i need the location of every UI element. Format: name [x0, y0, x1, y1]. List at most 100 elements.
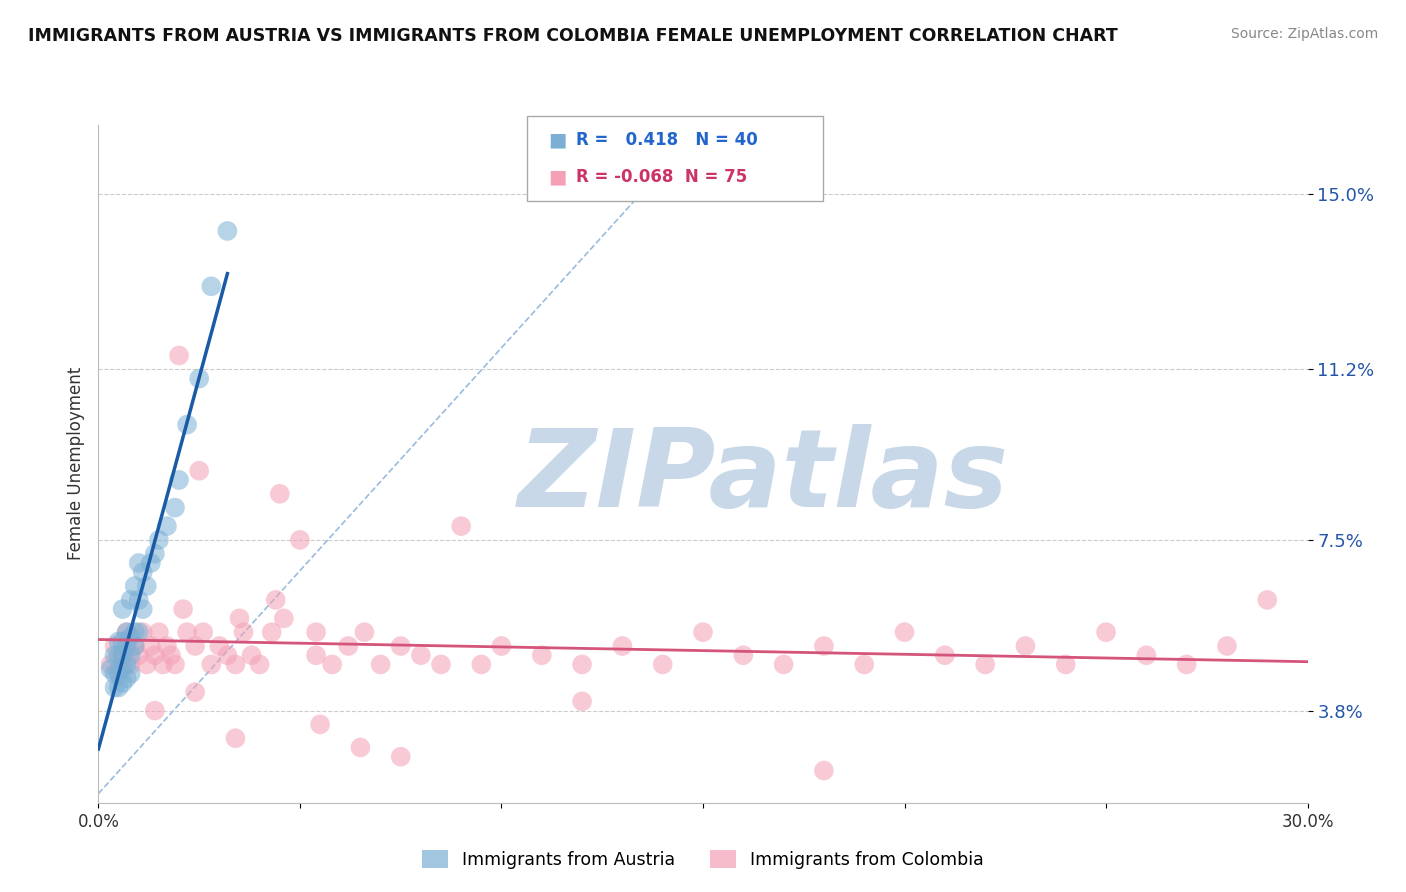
Point	[103, 639, 125, 653]
Point	[184, 639, 207, 653]
Point	[893, 625, 915, 640]
Point	[974, 657, 997, 672]
Point	[163, 500, 186, 515]
Point	[321, 657, 343, 672]
Point	[163, 657, 186, 672]
Point	[813, 639, 835, 653]
Point	[143, 648, 166, 663]
Point	[240, 648, 263, 663]
Point	[132, 602, 155, 616]
Point	[132, 625, 155, 640]
Point	[349, 740, 371, 755]
Point	[139, 556, 162, 570]
Point	[172, 602, 194, 616]
Point	[135, 579, 157, 593]
Point	[217, 648, 239, 663]
Point	[571, 694, 593, 708]
Point	[107, 662, 129, 676]
Point	[107, 681, 129, 695]
Point	[167, 473, 190, 487]
Point	[120, 657, 142, 672]
Point	[853, 657, 876, 672]
Point	[103, 681, 125, 695]
Point	[176, 417, 198, 432]
Text: IMMIGRANTS FROM AUSTRIA VS IMMIGRANTS FROM COLOMBIA FEMALE UNEMPLOYMENT CORRELAT: IMMIGRANTS FROM AUSTRIA VS IMMIGRANTS FR…	[28, 27, 1118, 45]
Legend: Immigrants from Austria, Immigrants from Colombia: Immigrants from Austria, Immigrants from…	[415, 843, 991, 875]
Point	[1095, 625, 1118, 640]
Point	[139, 639, 162, 653]
Point	[120, 666, 142, 681]
Point	[208, 639, 231, 653]
Point	[132, 565, 155, 579]
Point	[148, 625, 170, 640]
Point	[115, 657, 138, 672]
Point	[470, 657, 492, 672]
Point	[1175, 657, 1198, 672]
Point	[115, 639, 138, 653]
Point	[389, 749, 412, 764]
Point	[167, 349, 190, 363]
Point	[370, 657, 392, 672]
Point	[135, 657, 157, 672]
Point	[120, 593, 142, 607]
Point	[128, 556, 150, 570]
Point	[232, 625, 254, 640]
Point	[156, 519, 179, 533]
Point	[337, 639, 360, 653]
Point	[111, 602, 134, 616]
Point	[309, 717, 332, 731]
Point	[124, 579, 146, 593]
Point	[124, 639, 146, 653]
Point	[143, 547, 166, 561]
Point	[612, 639, 634, 653]
Point	[115, 671, 138, 685]
Text: R =   0.418   N = 40: R = 0.418 N = 40	[576, 131, 758, 149]
Point	[692, 625, 714, 640]
Y-axis label: Female Unemployment: Female Unemployment	[66, 368, 84, 560]
Point	[188, 464, 211, 478]
Point	[305, 648, 328, 663]
Point	[111, 662, 134, 676]
Point	[115, 625, 138, 640]
Point	[124, 625, 146, 640]
Point	[100, 662, 122, 676]
Point	[1256, 593, 1278, 607]
Text: ZIPatlas: ZIPatlas	[517, 425, 1010, 531]
Point	[249, 657, 271, 672]
Point	[120, 648, 142, 663]
Text: Source: ZipAtlas.com: Source: ZipAtlas.com	[1230, 27, 1378, 41]
Point	[184, 685, 207, 699]
Point	[651, 657, 673, 672]
Point	[120, 630, 142, 644]
Point	[228, 611, 250, 625]
Point	[1216, 639, 1239, 653]
Point	[1054, 657, 1077, 672]
Point	[217, 224, 239, 238]
Point	[450, 519, 472, 533]
Point	[111, 648, 134, 663]
Point	[491, 639, 513, 653]
Point	[353, 625, 375, 640]
Point	[128, 648, 150, 663]
Point	[152, 657, 174, 672]
Point	[389, 639, 412, 653]
Point	[160, 648, 183, 663]
Point	[571, 657, 593, 672]
Text: ■: ■	[548, 167, 567, 186]
Point	[111, 676, 134, 690]
Point	[103, 666, 125, 681]
Point	[107, 634, 129, 648]
Point	[733, 648, 755, 663]
Point	[143, 704, 166, 718]
Point	[148, 533, 170, 547]
Point	[107, 666, 129, 681]
Point	[813, 764, 835, 778]
Point	[100, 657, 122, 672]
Point	[124, 639, 146, 653]
Point	[273, 611, 295, 625]
Point	[260, 625, 283, 640]
Point	[288, 533, 311, 547]
Point	[305, 625, 328, 640]
Point	[430, 657, 453, 672]
Point	[188, 371, 211, 385]
